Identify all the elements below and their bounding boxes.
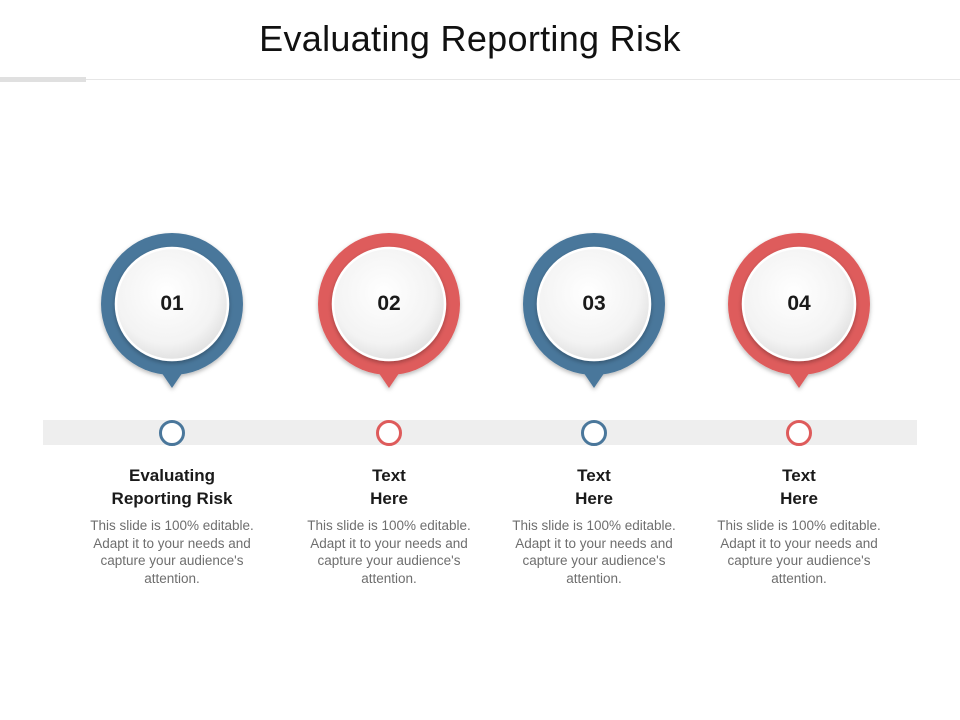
slide-title: Evaluating Reporting Risk — [259, 18, 681, 59]
step-number: 01 — [160, 292, 184, 315]
step-heading: Evaluating Reporting Risk — [111, 466, 233, 508]
step-description: This slide is 100% editable. Adapt it to… — [90, 518, 254, 586]
step-description: This slide is 100% editable. Adapt it to… — [307, 518, 471, 586]
step-number: 04 — [787, 292, 811, 315]
timeline-dot — [581, 420, 607, 446]
step-number: 02 — [377, 292, 401, 315]
location-pin-icon — [101, 233, 243, 388]
step-number: 03 — [582, 292, 606, 315]
step-heading: Text Here — [780, 466, 818, 508]
step-heading: Text Here — [575, 466, 613, 508]
timeline-band — [43, 420, 917, 445]
title-divider — [0, 79, 960, 80]
location-pin-icon — [523, 233, 665, 388]
timeline-dot — [376, 420, 402, 446]
step-3: 03 Text Here This slide is 100% editable… — [494, 230, 684, 600]
step-description: This slide is 100% editable. Adapt it to… — [717, 518, 881, 586]
location-pin-icon — [318, 233, 460, 388]
step-2: 02 Text Here This slide is 100% editable… — [289, 230, 479, 600]
step-1: 01 Evaluating Reporting Risk This slide … — [72, 230, 262, 600]
step-description: This slide is 100% editable. Adapt it to… — [512, 518, 676, 586]
step-4: 04 Text Here This slide is 100% editable… — [699, 230, 889, 600]
timeline-dot — [159, 420, 185, 446]
timeline-dot — [786, 420, 812, 446]
title-accent-bar — [0, 77, 86, 82]
location-pin-icon — [728, 233, 870, 388]
step-heading: Text Here — [370, 466, 408, 508]
